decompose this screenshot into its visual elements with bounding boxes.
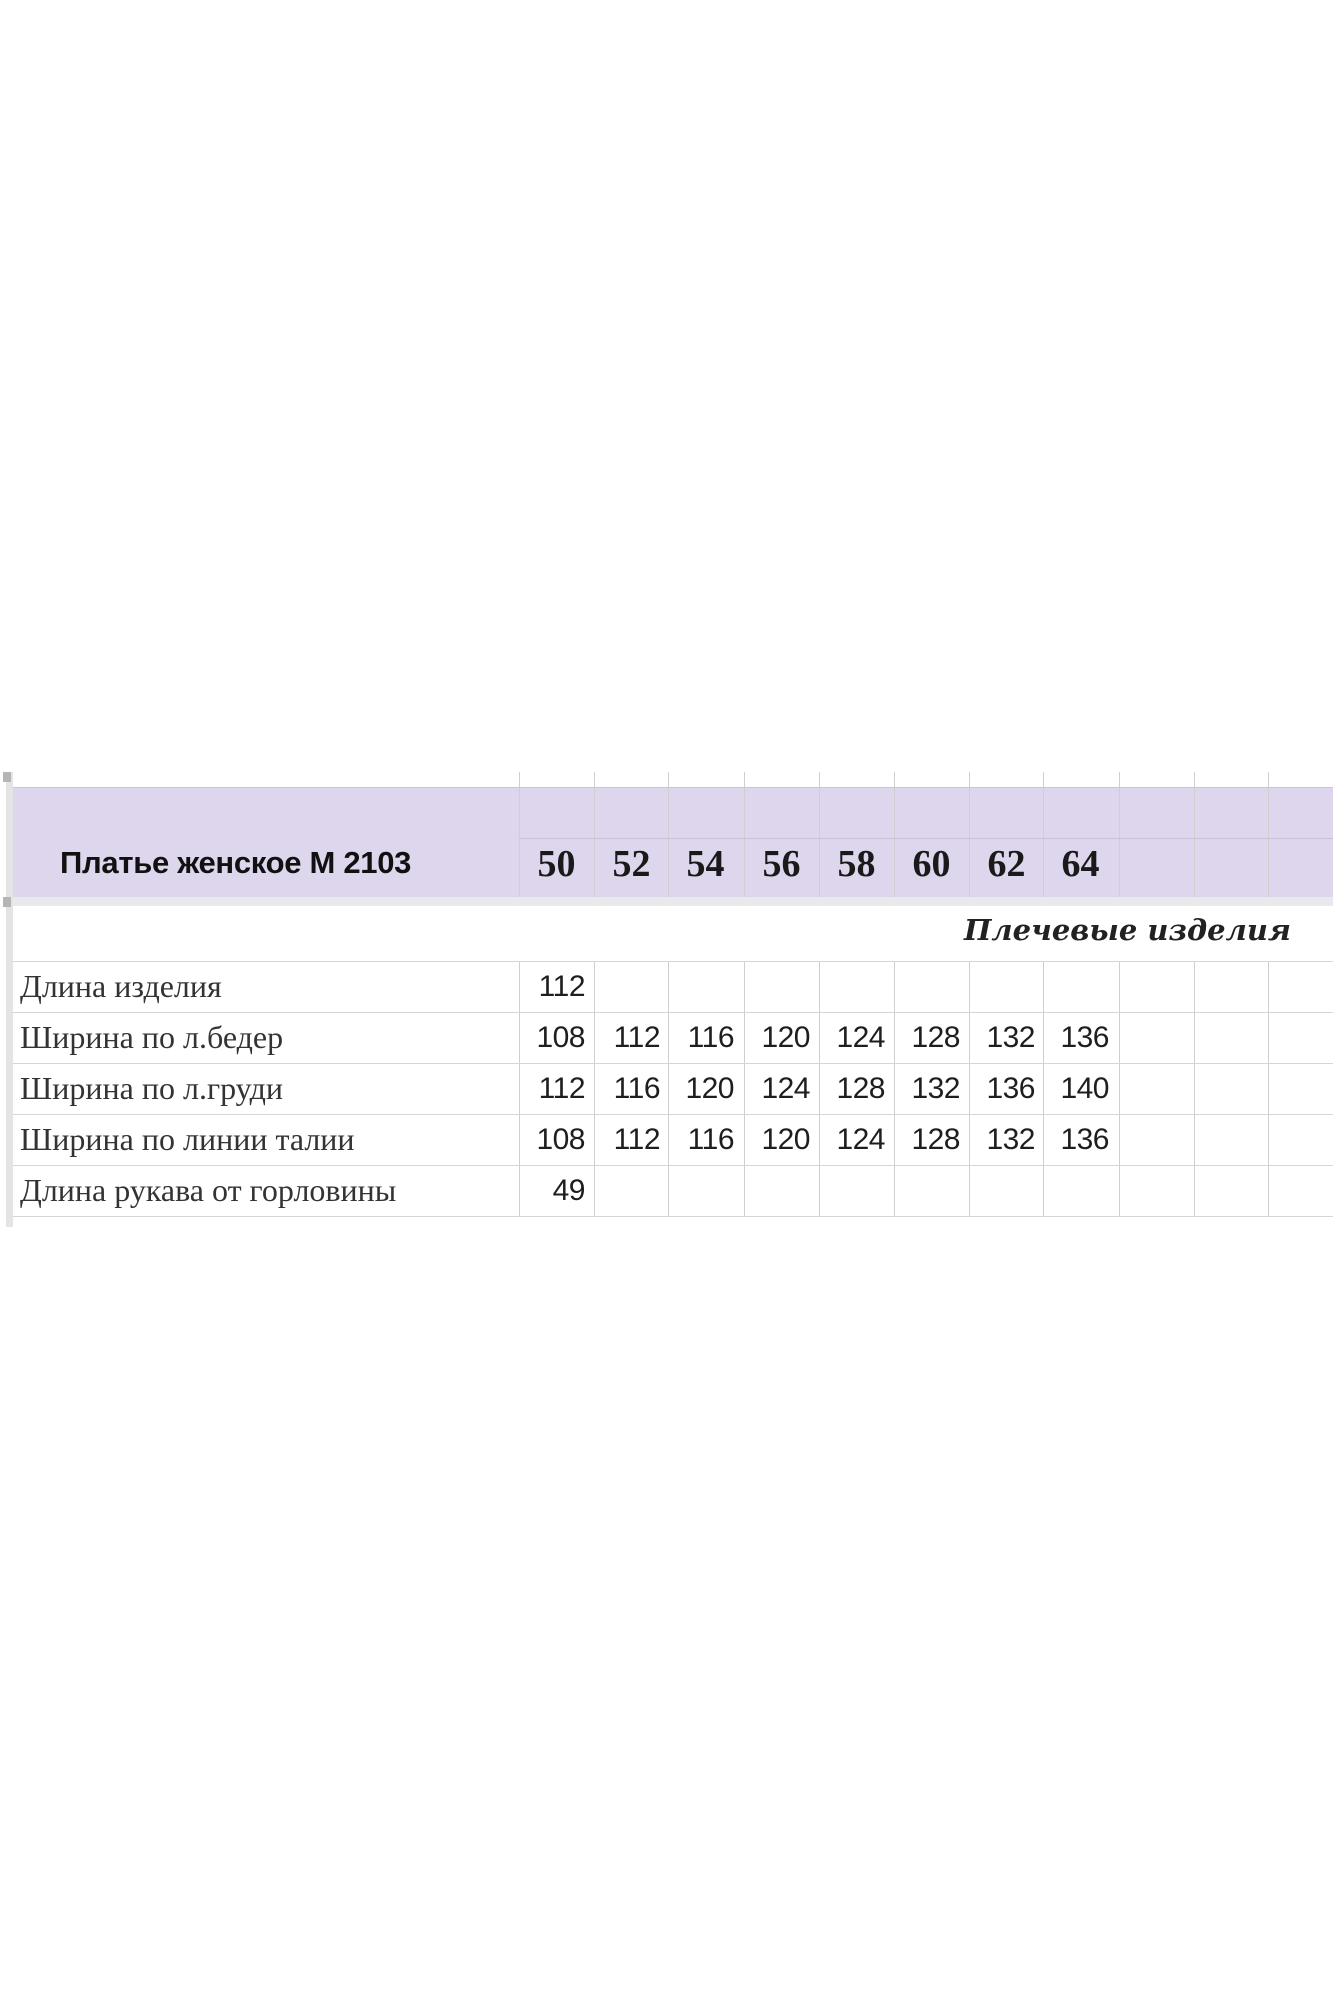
gridline-vertical <box>1043 772 1044 897</box>
gridline-vertical <box>969 961 970 1216</box>
measurement-cell: 116 <box>687 1123 735 1156</box>
measurement-cell: 136 <box>1060 1021 1109 1054</box>
row-marker <box>3 897 11 907</box>
size-chart-sheet: Платье женское М 2103 Плечевые изделия 5… <box>0 772 1333 1232</box>
measurement-cell: 132 <box>911 1072 960 1105</box>
size-header: 56 <box>762 843 801 885</box>
header-band <box>13 787 1333 897</box>
row-label: Длина рукава от горловины <box>20 1172 397 1208</box>
size-header: 64 <box>1061 843 1100 885</box>
gridline-vertical <box>894 961 895 1216</box>
measurement-cell: 124 <box>761 1072 810 1105</box>
gridline-horizontal <box>13 1216 1333 1217</box>
gridline-vertical <box>819 961 820 1216</box>
measurement-cell: 128 <box>836 1072 885 1105</box>
measurement-cell: 128 <box>911 1021 960 1054</box>
gridline-vertical <box>744 772 745 897</box>
size-header: 62 <box>987 843 1026 885</box>
gridline-vertical <box>1194 961 1195 1216</box>
measurement-cell: 132 <box>986 1021 1035 1054</box>
measurement-cell: 136 <box>1060 1123 1109 1156</box>
measurement-cell: 136 <box>986 1072 1035 1105</box>
header-divider <box>13 897 1333 906</box>
row-marker <box>3 772 11 782</box>
gridline-horizontal <box>13 1114 1333 1115</box>
measurement-cell: 112 <box>613 1021 661 1054</box>
gridline-vertical <box>519 961 520 1216</box>
measurement-cell: 116 <box>687 1021 735 1054</box>
gridline-vertical <box>1043 961 1044 1216</box>
product-title: Платье женское М 2103 <box>60 845 412 880</box>
gridline-vertical <box>1268 772 1269 897</box>
measurement-cell: 120 <box>761 1123 810 1156</box>
gridline-vertical <box>744 961 745 1216</box>
size-header: 60 <box>912 843 951 885</box>
measurement-cell: 120 <box>761 1021 810 1054</box>
gridline-vertical <box>668 772 669 897</box>
gridline-vertical <box>894 772 895 897</box>
measurement-cell: 140 <box>1060 1072 1109 1105</box>
gridline-horizontal <box>13 1165 1333 1166</box>
section-label: Плечевые изделия <box>964 913 1291 947</box>
gridline-vertical <box>1194 772 1195 897</box>
measurement-cell: 132 <box>986 1123 1035 1156</box>
measurement-cell: 128 <box>911 1123 960 1156</box>
gridline-horizontal <box>519 838 1333 839</box>
gridline-vertical <box>969 772 970 897</box>
gridline-vertical <box>1119 772 1120 897</box>
measurement-cell: 124 <box>836 1123 885 1156</box>
gridline-vertical <box>1268 961 1269 1216</box>
measurement-cell: 112 <box>613 1123 661 1156</box>
measurement-cell: 120 <box>685 1072 734 1105</box>
size-header: 54 <box>686 843 725 885</box>
measurement-cell: 116 <box>613 1072 661 1105</box>
gridline-vertical <box>1119 961 1120 1216</box>
row-label: Ширина по л.бедер <box>20 1019 284 1055</box>
size-header: 58 <box>837 843 876 885</box>
gridline-vertical <box>519 772 520 897</box>
sheet-left-edge <box>6 772 13 1227</box>
gridline-vertical <box>819 772 820 897</box>
measurement-cell: 112 <box>538 1072 586 1105</box>
gridline-horizontal <box>13 961 1333 962</box>
row-label: Длина изделия <box>20 968 222 1004</box>
gridline-horizontal <box>13 787 1333 788</box>
gridline-vertical <box>594 961 595 1216</box>
measurement-cell: 108 <box>536 1021 585 1054</box>
measurement-cell: 108 <box>536 1123 585 1156</box>
measurement-cell: 112 <box>538 970 586 1003</box>
row-label: Ширина по линии талии <box>20 1121 355 1157</box>
gridline-vertical <box>594 772 595 897</box>
gridline-vertical <box>668 961 669 1216</box>
gridline-horizontal <box>13 1063 1333 1064</box>
measurement-cell: 124 <box>836 1021 885 1054</box>
size-header: 50 <box>537 843 576 885</box>
size-header: 52 <box>612 843 651 885</box>
row-label: Ширина по л.груди <box>20 1070 284 1106</box>
measurement-cell: 49 <box>552 1174 586 1207</box>
gridline-horizontal <box>13 1012 1333 1013</box>
